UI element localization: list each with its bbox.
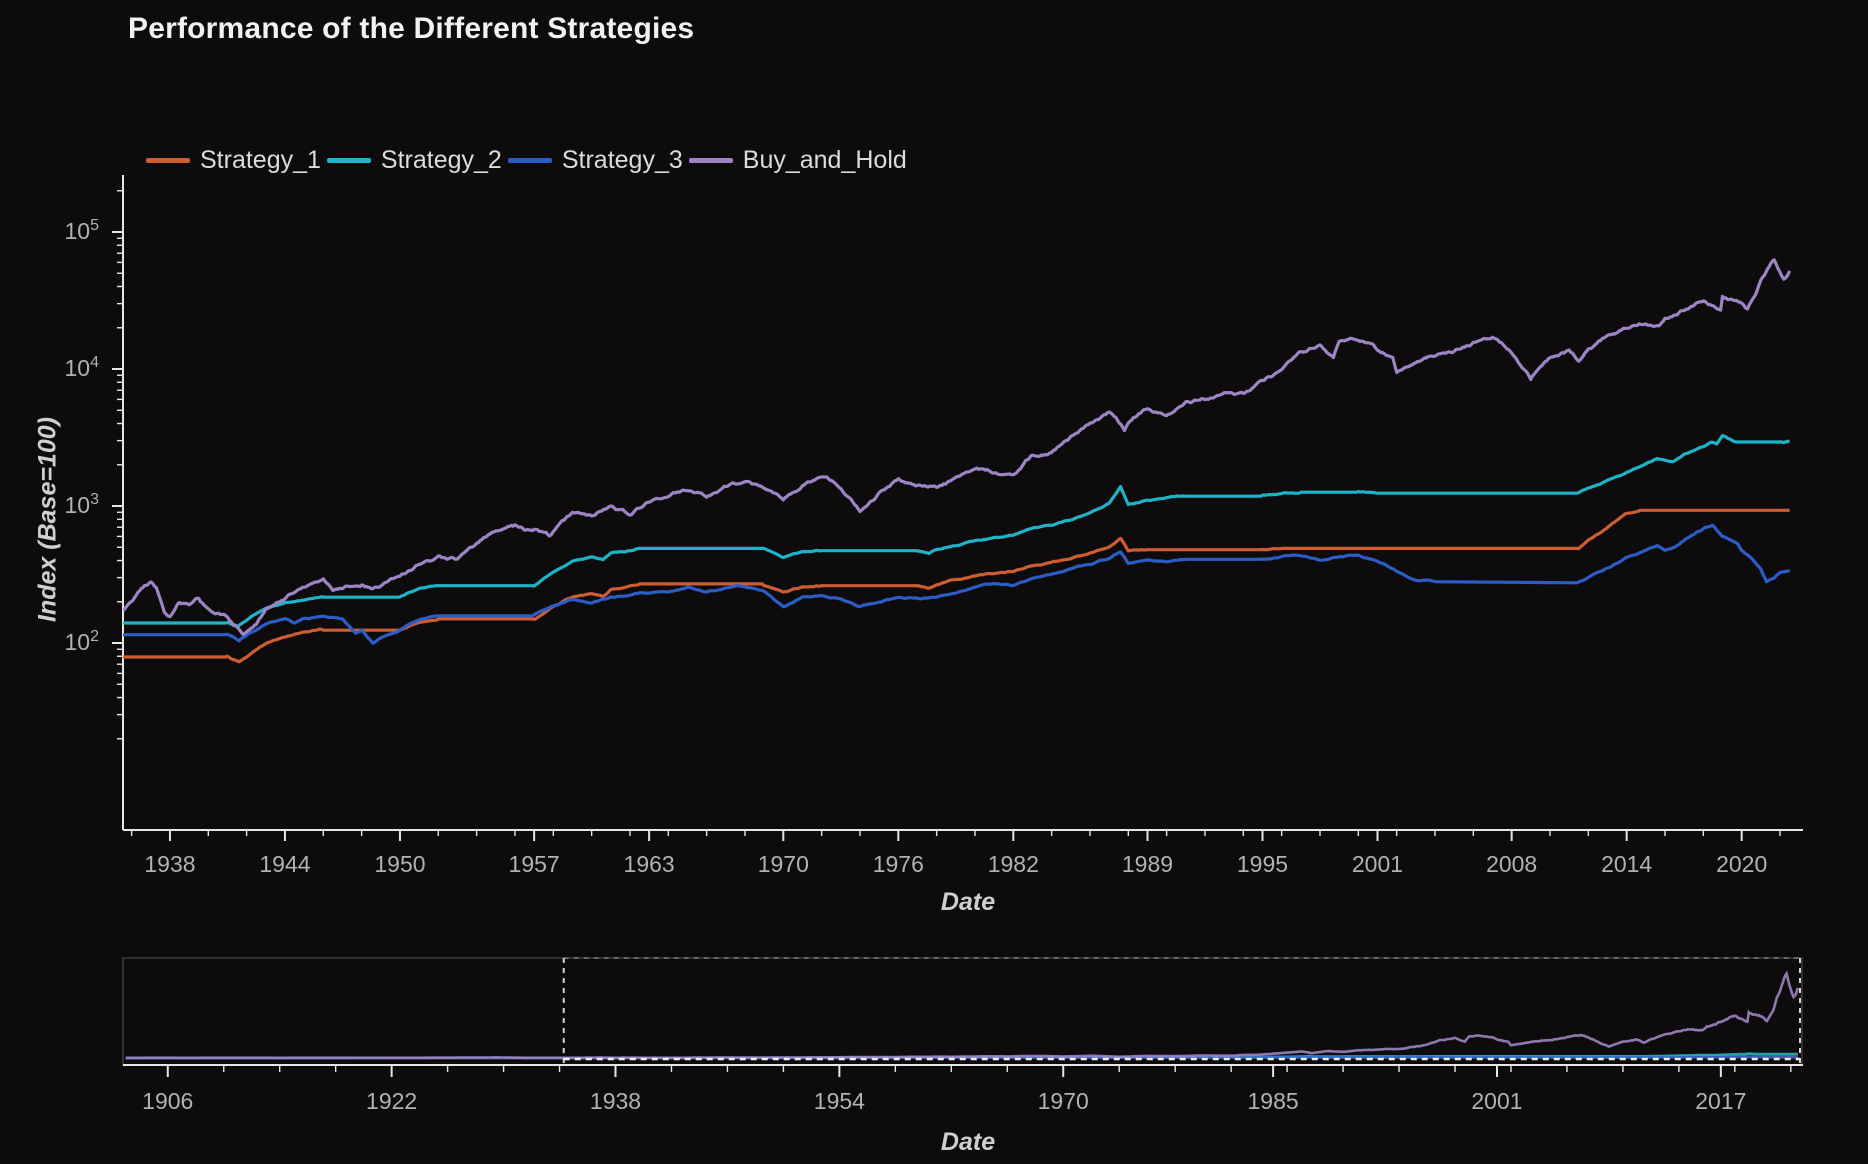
- legend-swatch-icon: [688, 158, 733, 163]
- y-tick-label: 104: [65, 354, 100, 381]
- navigator-tick-label: 1906: [142, 1088, 193, 1114]
- x-axis-title-navigator: Date: [940, 1128, 996, 1156]
- series-line-strategy_1[interactable]: [123, 508, 1790, 664]
- y-tick-label: 103: [65, 491, 100, 518]
- y-axis-title: Index (Base=100): [33, 417, 62, 622]
- legend-item-strategy_2[interactable]: Strategy_2: [326, 146, 502, 175]
- legend-label: Buy_and_Hold: [742, 146, 907, 174]
- x-tick-label: 1995: [1237, 851, 1288, 877]
- x-tick-label: 1944: [259, 851, 310, 877]
- legend-swatch-icon: [146, 158, 190, 163]
- x-tick-label: 1976: [873, 851, 924, 877]
- x-tick-label: 2008: [1486, 851, 1537, 877]
- legend-item-buy_and_hold[interactable]: Buy_and_Hold: [688, 146, 907, 175]
- x-tick-label: 1963: [624, 851, 675, 877]
- x-axis-title-main: Date: [940, 888, 996, 916]
- navigator-tick-label: 2017: [1695, 1088, 1746, 1114]
- navigator-plot-area[interactable]: [125, 970, 1800, 1060]
- chart-title: Performance of the Different Strategies: [128, 12, 695, 45]
- x-tick-label: 1950: [374, 851, 425, 877]
- legend-label: Strategy_1: [200, 146, 321, 174]
- legend-swatch-icon: [326, 158, 371, 163]
- y-tick-label: 105: [65, 217, 100, 244]
- legend-item-strategy_3[interactable]: Strategy_3: [507, 146, 683, 175]
- y-tick-label: 102: [65, 628, 100, 655]
- x-tick-label: 2001: [1352, 851, 1403, 877]
- x-tick-label: 2020: [1716, 851, 1767, 877]
- x-tick-label: 1989: [1122, 851, 1173, 877]
- navigator-tick-label: 1954: [814, 1088, 865, 1114]
- navigator-tick-label: 1985: [1248, 1088, 1299, 1114]
- x-tick-label: 1982: [988, 851, 1039, 877]
- series-line-strategy_2[interactable]: [123, 433, 1791, 629]
- series-line-strategy_3[interactable]: [123, 523, 1791, 645]
- legend-label: Strategy_3: [561, 146, 683, 174]
- x-tick-label: 1957: [509, 851, 560, 877]
- navigator-tick-label: 1922: [366, 1088, 417, 1114]
- x-tick-label: 2014: [1601, 851, 1652, 877]
- legend: Strategy_1 Strategy_2 Strategy_3 Buy_and_Ho…: [146, 146, 913, 175]
- navigator-frame: [122, 957, 1803, 1066]
- navigator-tick-label: 2001: [1471, 1088, 1522, 1114]
- main-plot-area[interactable]: [123, 258, 1792, 664]
- x-tick-label: 1970: [758, 851, 809, 877]
- legend-label: Strategy_2: [380, 146, 502, 174]
- navigator-tick-label: 1938: [590, 1088, 641, 1114]
- navigator-line-buy_and_hold: [125, 970, 1800, 1060]
- series-line-buy_and_hold[interactable]: [123, 258, 1792, 636]
- legend-item-strategy_1[interactable]: Strategy_1: [146, 146, 321, 175]
- legend-swatch-icon: [507, 158, 552, 163]
- x-tick-label: 1938: [144, 851, 195, 877]
- navigator-tick-label: 1970: [1038, 1088, 1089, 1114]
